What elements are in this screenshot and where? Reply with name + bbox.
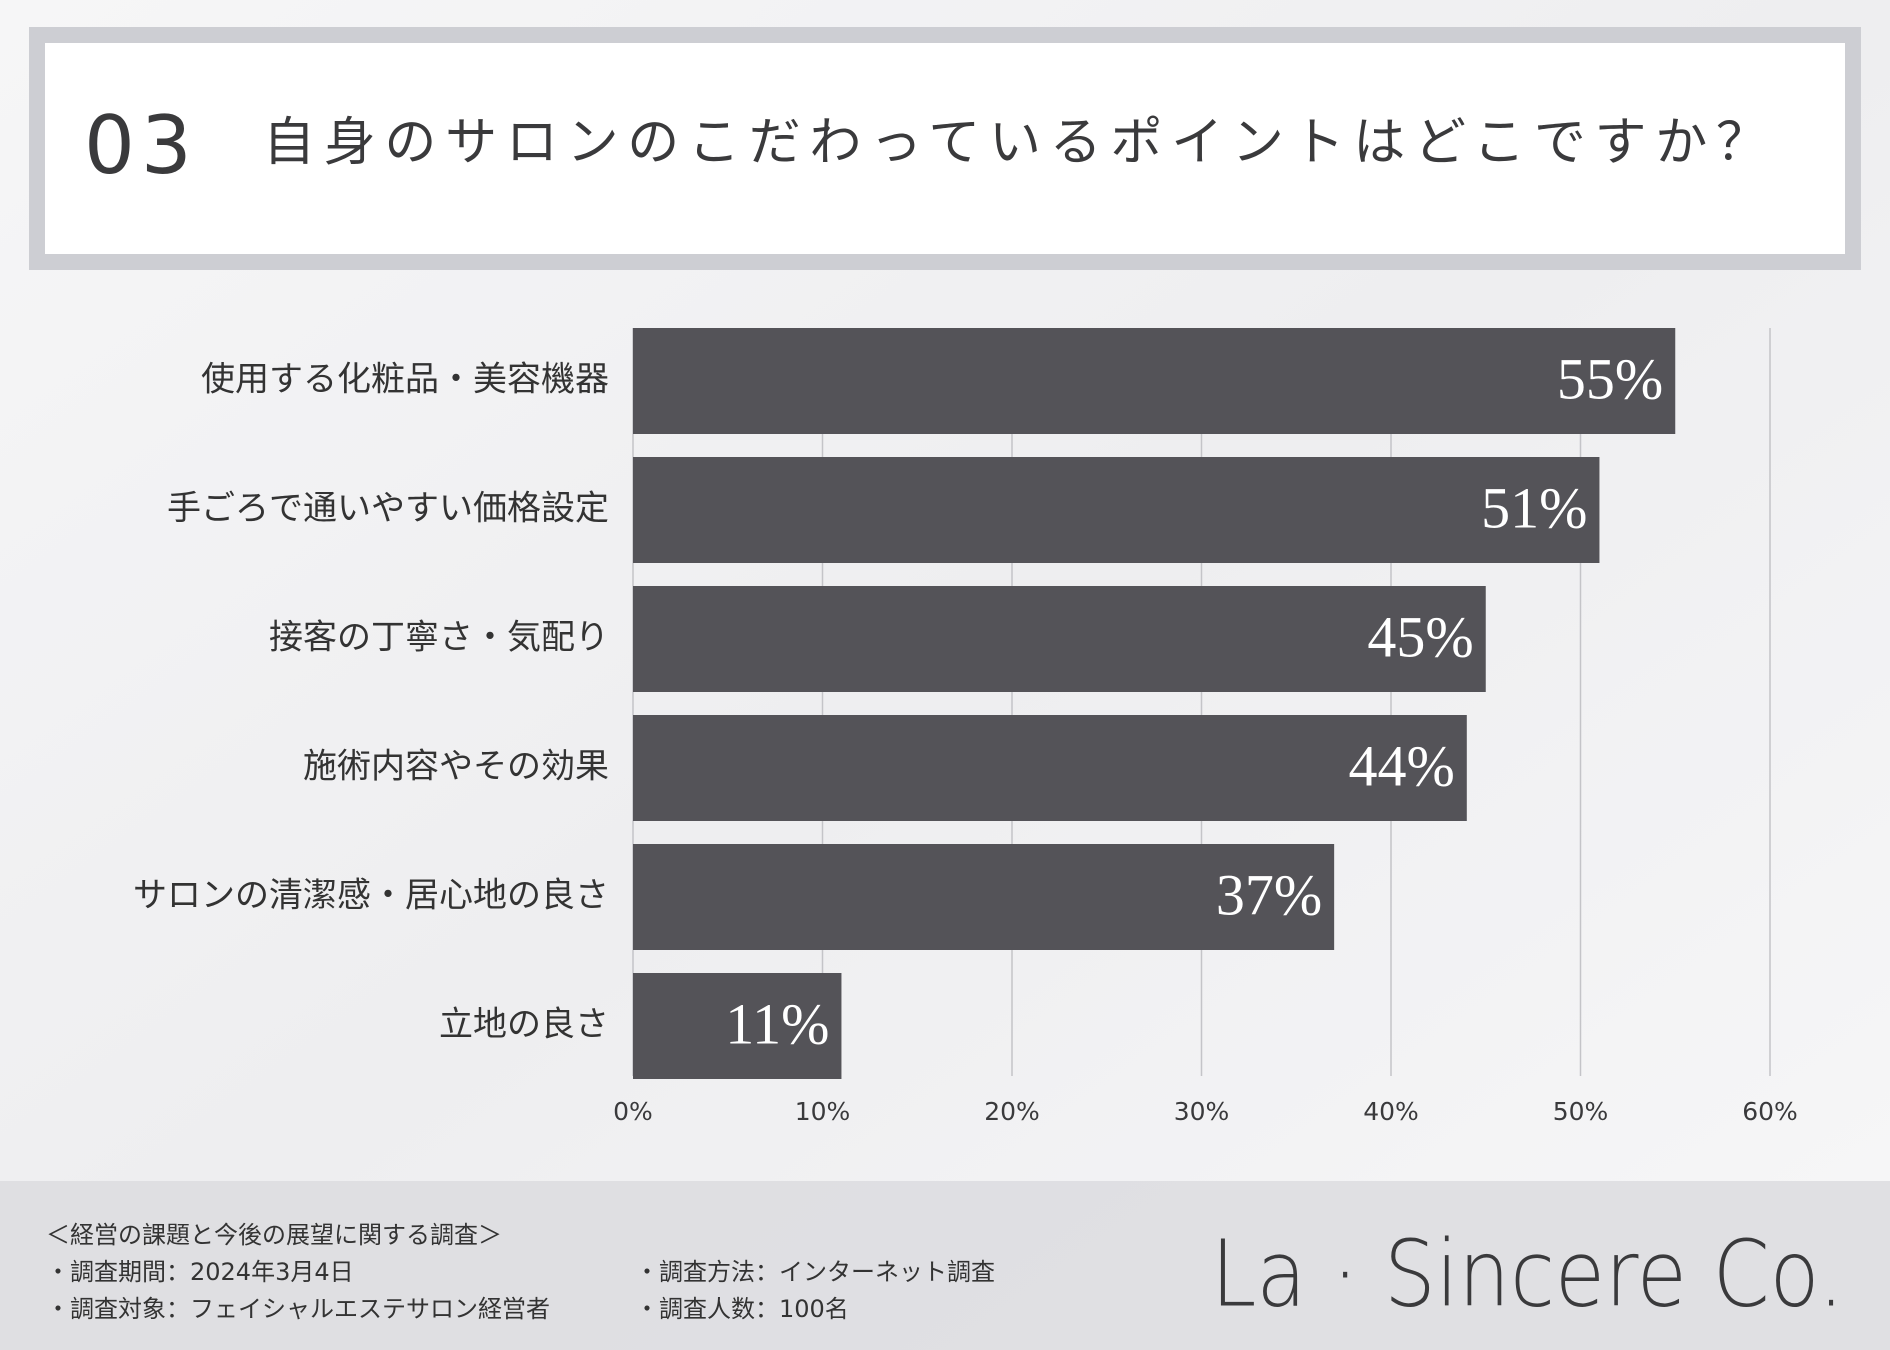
value-label: 45%: [1367, 604, 1473, 669]
bar: [633, 586, 1486, 692]
bar: [633, 844, 1335, 950]
survey-item: ・調査方法：インターネット調査: [635, 1258, 995, 1286]
bar: [633, 715, 1467, 821]
bar: [633, 973, 842, 1079]
survey-item: ・調査期間：2024年3月4日: [46, 1258, 354, 1286]
value-label: 44%: [1348, 733, 1454, 798]
x-tick-label: 40%: [1363, 1097, 1419, 1126]
header-box: [45, 43, 1845, 254]
question-number: 03: [84, 99, 198, 192]
x-tick-label: 30%: [1174, 1097, 1230, 1126]
survey-item: ・調査対象：フェイシャルエステサロン経営者: [46, 1295, 550, 1323]
survey-item: ・調査人数：100名: [635, 1295, 849, 1323]
x-tick-label: 10%: [795, 1097, 851, 1126]
bar: [633, 457, 1600, 563]
category-label: 立地の良さ: [439, 1005, 609, 1045]
x-tick-label: 60%: [1742, 1097, 1798, 1126]
category-label: 手ごろで通いやすい価格設定: [167, 489, 609, 529]
survey-title: ＜経営の課題と今後の展望に関する調査＞: [46, 1221, 502, 1249]
chart: 0% 10% 20% 30% 40% 50% 60% 使用する化粧品・美容機器 55% 手ごろで通…: [133, 328, 1798, 1126]
footer-band: [0, 1181, 1890, 1350]
category-label: 使用する化粧品・美容機器: [201, 360, 609, 400]
category-label: 施術内容やその効果: [303, 747, 609, 787]
x-tick-label: 50%: [1553, 1097, 1609, 1126]
category-label: 接客の丁寧さ・気配り: [269, 618, 609, 658]
x-tick-label: 20%: [984, 1097, 1040, 1126]
bar: [633, 328, 1676, 434]
logo: La · Sincere Co.: [1211, 1221, 1844, 1328]
category-label: サロンの清潔感・居心地の良さ: [133, 876, 609, 916]
question-title: 自身のサロンのこだわっているポイントはどこですか？: [263, 113, 1768, 173]
value-label: 11%: [725, 991, 829, 1056]
value-label: 55%: [1557, 346, 1663, 411]
x-tick-label: 0%: [613, 1097, 653, 1126]
value-label: 37%: [1216, 862, 1322, 927]
value-label: 51%: [1481, 475, 1587, 540]
